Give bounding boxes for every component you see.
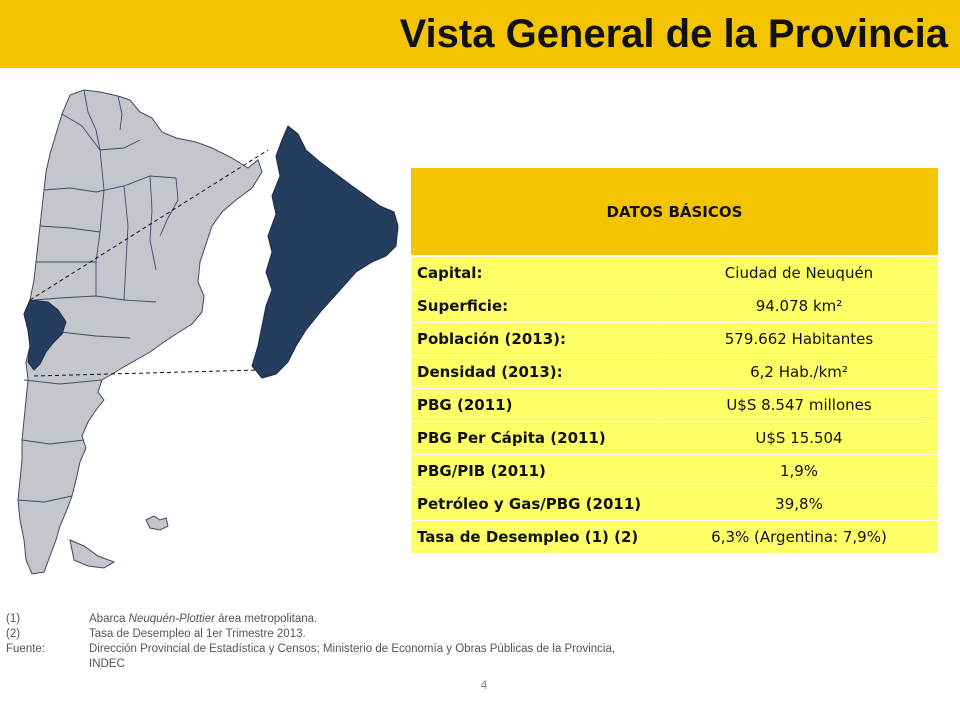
page-number: 4 bbox=[480, 678, 488, 692]
footnote-number: (2) bbox=[6, 628, 21, 640]
row-value: 39,8% bbox=[659, 487, 938, 521]
argentina-map bbox=[0, 80, 410, 580]
table-row: PBG/PIB (2011) 1,9% bbox=[411, 454, 938, 488]
footnotes: (1) Abarca Neuquén-Plottier área metropo… bbox=[6, 612, 806, 672]
zoom-line-bottom bbox=[33, 369, 259, 377]
table-row: Población (2013): 579.662 Habitantes bbox=[411, 322, 938, 356]
neuquen-enlarged bbox=[251, 125, 399, 379]
table-row: Superficie: 94.078 km² bbox=[411, 289, 938, 323]
malvinas-islands bbox=[145, 515, 169, 531]
row-label: Superficie: bbox=[411, 289, 660, 323]
page-title: Vista General de la Provincia bbox=[399, 12, 948, 56]
footnote-text-italic: Neuquén-Plottier bbox=[128, 613, 215, 625]
footnote-text: Tasa de Desempleo al 1er Trimestre 2013. bbox=[89, 628, 306, 640]
source-indent bbox=[6, 657, 89, 672]
table-row: Capital: Ciudad de Neuquén bbox=[411, 256, 938, 290]
source-text: Dirección Provincial de Estadística y Ce… bbox=[89, 643, 616, 655]
map-svg bbox=[17, 89, 399, 575]
tierra-del-fuego bbox=[69, 539, 116, 569]
table-row: Petróleo y Gas/PBG (2011) 39,8% bbox=[411, 487, 938, 521]
neuquen-small bbox=[23, 299, 67, 371]
row-value: 6,3% (Argentina: 7,9%) bbox=[659, 520, 938, 554]
row-value: U$S 15.504 bbox=[659, 421, 938, 455]
footnote-2: (2) Tasa de Desempleo al 1er Trimestre 2… bbox=[6, 627, 806, 642]
source-note-cont: INDEC bbox=[6, 657, 806, 672]
row-value: 94.078 km² bbox=[659, 289, 938, 323]
source-note: Fuente: Dirección Provincial de Estadíst… bbox=[6, 642, 806, 657]
row-label: PBG Per Cápita (2011) bbox=[411, 421, 660, 455]
source-label: Fuente: bbox=[6, 643, 45, 655]
table-row: PBG Per Cápita (2011) U$S 15.504 bbox=[411, 421, 938, 455]
row-value: U$S 8.547 millones bbox=[659, 388, 938, 422]
row-label: Capital: bbox=[411, 256, 660, 290]
row-label: PBG (2011) bbox=[411, 388, 660, 422]
row-label: PBG/PIB (2011) bbox=[411, 454, 660, 488]
source-text-2: INDEC bbox=[89, 658, 125, 670]
table-heading: DATOS BÁSICOS bbox=[411, 168, 938, 257]
zoom-line-top bbox=[29, 149, 269, 301]
province-borders bbox=[17, 89, 179, 503]
row-label: Población (2013): bbox=[411, 322, 660, 356]
footnote-text: Abarca Neuquén-Plottier área metropolita… bbox=[89, 612, 806, 627]
title-bar: Vista General de la Provincia bbox=[0, 0, 960, 68]
row-label: Petróleo y Gas/PBG (2011) bbox=[411, 487, 660, 521]
footnote-number: (1) bbox=[6, 613, 21, 625]
row-label: Tasa de Desempleo (1) (2) bbox=[411, 520, 660, 554]
footnote-text-post: área metropolitana. bbox=[214, 613, 318, 625]
footnote-text-pre: Abarca bbox=[89, 613, 129, 625]
row-value: 1,9% bbox=[659, 454, 938, 488]
row-value: 579.662 Habitantes bbox=[659, 322, 938, 356]
row-value: 6,2 Hab./km² bbox=[659, 355, 938, 389]
basic-data-table: DATOS BÁSICOS Capital: Ciudad de Neuquén… bbox=[411, 168, 938, 554]
table-row: Densidad (2013): 6,2 Hab./km² bbox=[411, 355, 938, 389]
row-value: Ciudad de Neuquén bbox=[659, 256, 938, 290]
row-label: Densidad (2013): bbox=[411, 355, 660, 389]
table-row: Tasa de Desempleo (1) (2) 6,3% (Argentin… bbox=[411, 520, 938, 554]
table-row: PBG (2011) U$S 8.547 millones bbox=[411, 388, 938, 422]
footnote-1: (1) Abarca Neuquén-Plottier área metropo… bbox=[6, 612, 806, 627]
